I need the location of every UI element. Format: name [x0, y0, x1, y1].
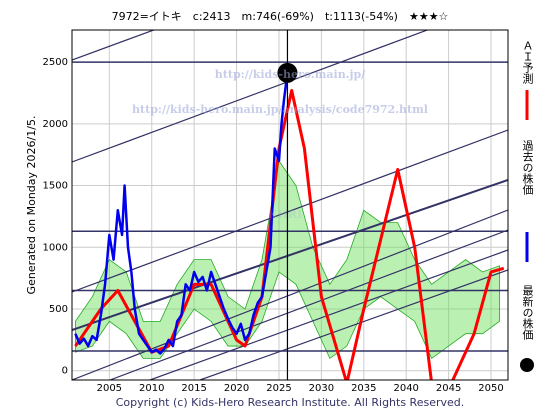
- watermark: http://kids-hero.main.jp/: [215, 68, 366, 81]
- x-tick-label: 2040: [393, 383, 418, 394]
- x-tick-label: 2010: [139, 383, 164, 394]
- watermark: http://kids-hero.main.jp/analysis/code79…: [132, 103, 428, 116]
- trend-line: [199, 269, 508, 380]
- trend-line: [149, 249, 508, 380]
- trend-lines: [72, 30, 508, 380]
- trend-line: [72, 129, 508, 293]
- x-tick-label: 2045: [436, 383, 461, 394]
- legend-label: 過去の株価: [521, 140, 534, 195]
- x-tick-label: 2050: [478, 383, 503, 394]
- trend-line: [72, 179, 508, 331]
- trend-line: [72, 30, 156, 61]
- y-tick-label: 500: [49, 304, 68, 315]
- overlay: [74, 30, 505, 380]
- legend-swatch: [520, 358, 534, 372]
- trend-line: [72, 209, 508, 380]
- chart-title: 7972=イトキ c:2413 m:746(-69%) t:1113(-54%)…: [112, 10, 449, 23]
- y-tick-label: 1000: [43, 242, 68, 253]
- generated-label: Generated on Monday 2026/1/5.: [25, 116, 38, 295]
- series-line: [74, 72, 289, 355]
- x-tick-label: 2030: [309, 383, 334, 394]
- y-tick-label: 0: [62, 366, 68, 377]
- x-tick-label: 2015: [181, 383, 206, 394]
- x-tick-label: 2025: [266, 383, 291, 394]
- legend-label: 最新の株価: [521, 285, 534, 340]
- y-tick-label: 2500: [43, 57, 68, 68]
- x-tick-label: 2035: [351, 383, 376, 394]
- trend-line: [109, 229, 508, 380]
- y-tick-label: 2000: [43, 119, 68, 130]
- x-tick-label: 2005: [97, 383, 122, 394]
- latest-dot: [277, 62, 298, 83]
- y-tick-label: 1500: [43, 181, 68, 192]
- legend-label: ＡＩ予測: [521, 40, 534, 85]
- plot-frame: [71, 29, 509, 381]
- watermark: KHRI: [268, 208, 302, 221]
- x-tick-label: 2020: [224, 383, 249, 394]
- copyright: Copyright (c) Kids-Hero Research Institu…: [116, 396, 465, 409]
